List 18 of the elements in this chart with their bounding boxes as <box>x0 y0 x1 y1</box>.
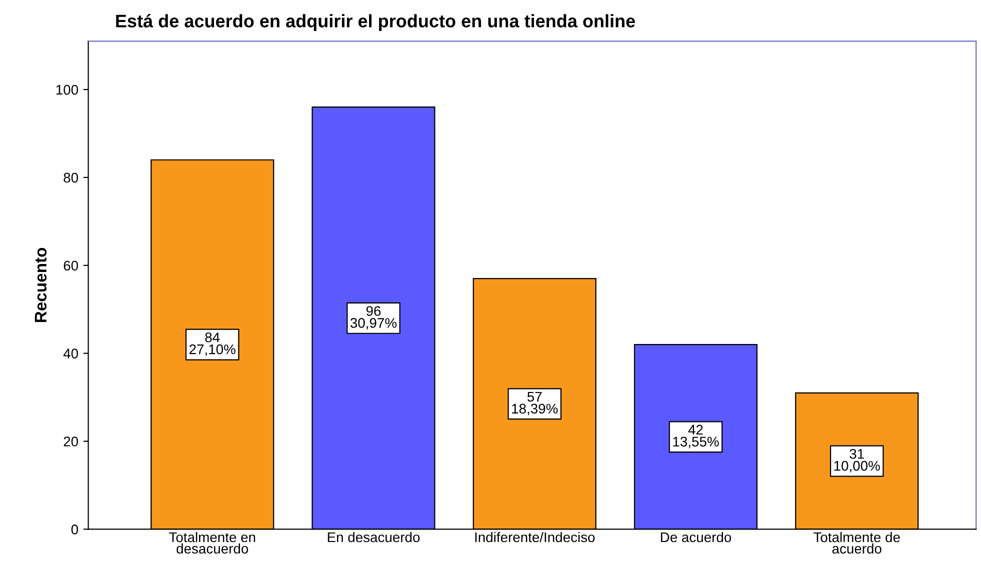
data-label: 96 30,97% <box>350 306 397 330</box>
y-tick-label: 60 <box>64 260 78 271</box>
x-tick-label: Totalmente de acuerdo <box>814 532 900 554</box>
x-tick-label: Totalmente en desacuerdo <box>169 532 256 554</box>
data-label: 42 13,55% <box>673 424 719 448</box>
y-tick-label: 0 <box>71 524 78 534</box>
y-tick-label: 20 <box>64 436 78 446</box>
x-tick-label: Indiferente/Indeciso <box>475 532 595 542</box>
data-label: 84 27,10% <box>190 332 236 356</box>
x-tick-label: De acuerdo <box>660 532 732 542</box>
y-tick-label: 80 <box>64 172 78 183</box>
x-tick-label: En desacuerdo <box>328 532 420 542</box>
y-tick-label: 40 <box>63 348 78 358</box>
data-label: 31 10,00% <box>834 448 880 472</box>
y-tick-label: 100 <box>56 84 78 95</box>
data-label: 57 18,39% <box>512 392 558 416</box>
chart-title: Está de acuerdo en adquirir el producto en una tienda online <box>116 14 635 32</box>
y-axis-title: Recuento <box>34 248 47 322</box>
